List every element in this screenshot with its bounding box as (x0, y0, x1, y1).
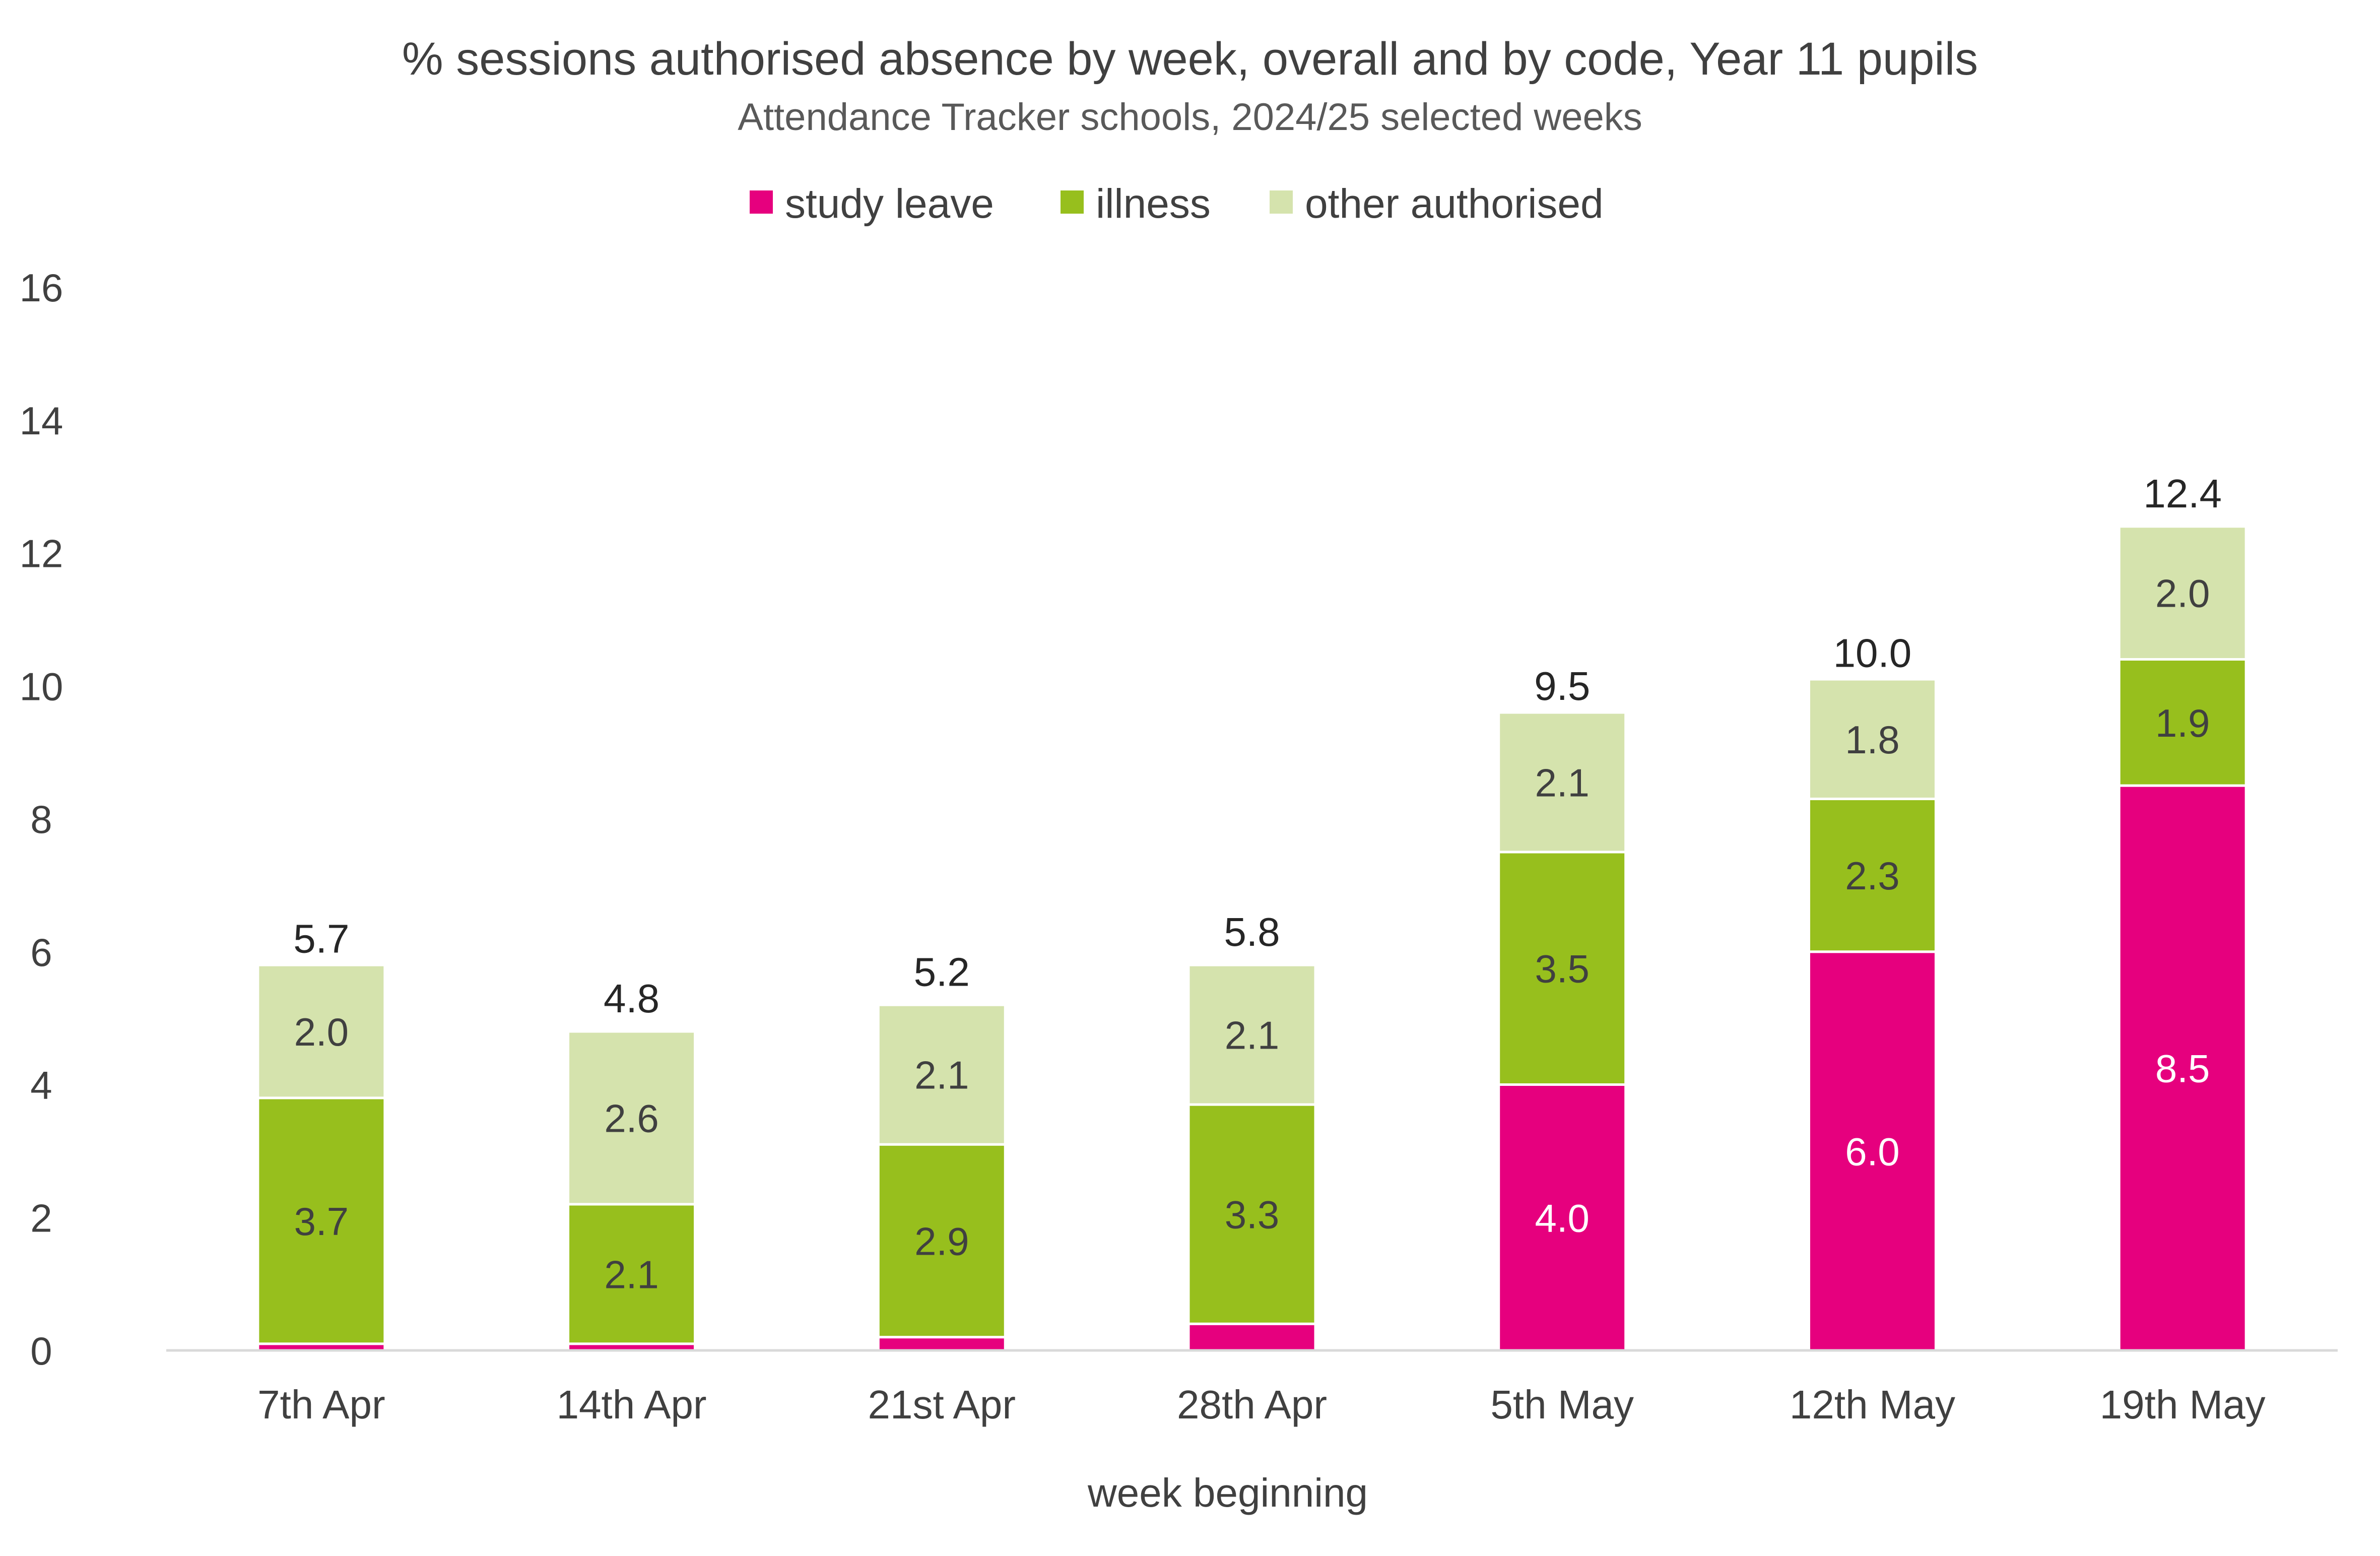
y-tick-label: 6 (30, 930, 52, 975)
data-label-illness: 3.5 (1535, 947, 1589, 991)
bar-segment-study-leave (1807, 950, 1937, 1352)
data-label-illness: 1.9 (2155, 701, 2210, 745)
legend-label-study-leave: study leave (785, 181, 994, 227)
data-label-illness: 3.7 (294, 1199, 349, 1244)
legend-swatch-study-leave (750, 190, 773, 214)
legend-label-other-authorised: other authorised (1305, 181, 1604, 227)
x-tick-label: 12th May (1790, 1382, 1955, 1427)
x-tick-label: 21st Apr (868, 1382, 1016, 1427)
bars-group: 3.7 2.0 5.7 2.1 2.6 4.8 2.9 2.1 5.2 3.3 2.1 5.8 4.0 3… (256, 471, 2247, 1352)
data-label-illness: 2.1 (604, 1252, 658, 1296)
data-label-other-authorised: 2.1 (1535, 760, 1589, 805)
data-label-study-leave: 8.5 (2155, 1047, 2210, 1091)
bar-segment-other-authorised (2118, 525, 2247, 661)
bar-segment-illness (567, 1203, 697, 1345)
y-tick-label: 14 (20, 399, 63, 443)
bar-segment-other-authorised (1807, 678, 1937, 800)
bar-segment-illness (877, 1143, 1007, 1339)
data-label-illness: 2.9 (914, 1219, 969, 1263)
x-axis: 7th Apr 14th Apr 21st Apr 28th Apr 5th May 12… (166, 1349, 2338, 1427)
chart-title: % sessions authorised absence by week, o… (402, 33, 1978, 85)
legend-label-illness: illness (1096, 181, 1211, 227)
data-label-illness: 3.3 (1225, 1193, 1279, 1237)
bar-segment-illness (256, 1096, 386, 1345)
x-tick-label: 7th Apr (257, 1382, 385, 1427)
total-label: 5.2 (914, 949, 970, 994)
legend-swatch-other-authorised (1270, 190, 1293, 214)
bar-segment-illness (2118, 658, 2247, 787)
total-label: 9.5 (1534, 664, 1590, 708)
bar-segment-other-authorised (1187, 963, 1317, 1106)
total-label: 5.8 (1224, 910, 1280, 954)
data-label-other-authorised: 2.6 (604, 1096, 658, 1140)
bar-segment-other-authorised (256, 963, 386, 1099)
bar-segment-study-leave (2118, 784, 2247, 1352)
x-tick-label: 5th May (1490, 1382, 1634, 1427)
total-label: 10.0 (1833, 630, 1912, 675)
total-label: 12.4 (2143, 471, 2222, 516)
data-label-study-leave: 6.0 (1845, 1129, 1899, 1174)
x-tick-label: 28th Apr (1177, 1382, 1327, 1427)
y-axis: 0 2 4 6 8 10 12 14 16 (20, 266, 63, 1373)
bar-segment-study-leave (1187, 1322, 1317, 1352)
bar-segment-illness (1187, 1103, 1317, 1325)
bar-segment-study-leave (877, 1336, 1007, 1352)
bar-segment-illness (1807, 797, 1937, 953)
total-label: 4.8 (604, 976, 659, 1021)
y-tick-label: 0 (30, 1329, 52, 1373)
legend-swatch-illness (1061, 190, 1084, 214)
data-label-other-authorised: 2.1 (1225, 1013, 1279, 1058)
bar-segment-other-authorised (567, 1030, 697, 1206)
x-tick-label: 14th Apr (557, 1382, 707, 1427)
y-tick-label: 8 (30, 797, 52, 841)
x-tick-label: 19th May (2100, 1382, 2266, 1427)
bar-segment-other-authorised (877, 1003, 1007, 1146)
bar-segment-illness (1497, 851, 1627, 1086)
y-tick-label: 2 (30, 1196, 52, 1240)
data-label-other-authorised: 2.0 (294, 1010, 349, 1054)
x-axis-title: week beginning (1087, 1470, 1368, 1515)
y-tick-label: 12 (20, 532, 63, 576)
legend: study leave illness other authorised (750, 181, 1604, 227)
data-label-other-authorised: 2.1 (914, 1053, 969, 1097)
data-label-other-authorised: 2.0 (2155, 571, 2210, 616)
bar-segment-other-authorised (1497, 711, 1627, 854)
y-tick-label: 4 (30, 1063, 52, 1108)
y-tick-label: 16 (20, 266, 63, 310)
data-label-illness: 2.3 (1845, 854, 1899, 898)
data-label-study-leave: 4.0 (1535, 1196, 1589, 1240)
chart-subtitle: Attendance Tracker schools, 2024/25 sele… (738, 96, 1642, 139)
y-tick-label: 10 (20, 664, 63, 708)
data-label-other-authorised: 1.8 (1845, 718, 1899, 762)
total-label: 5.7 (293, 916, 349, 961)
